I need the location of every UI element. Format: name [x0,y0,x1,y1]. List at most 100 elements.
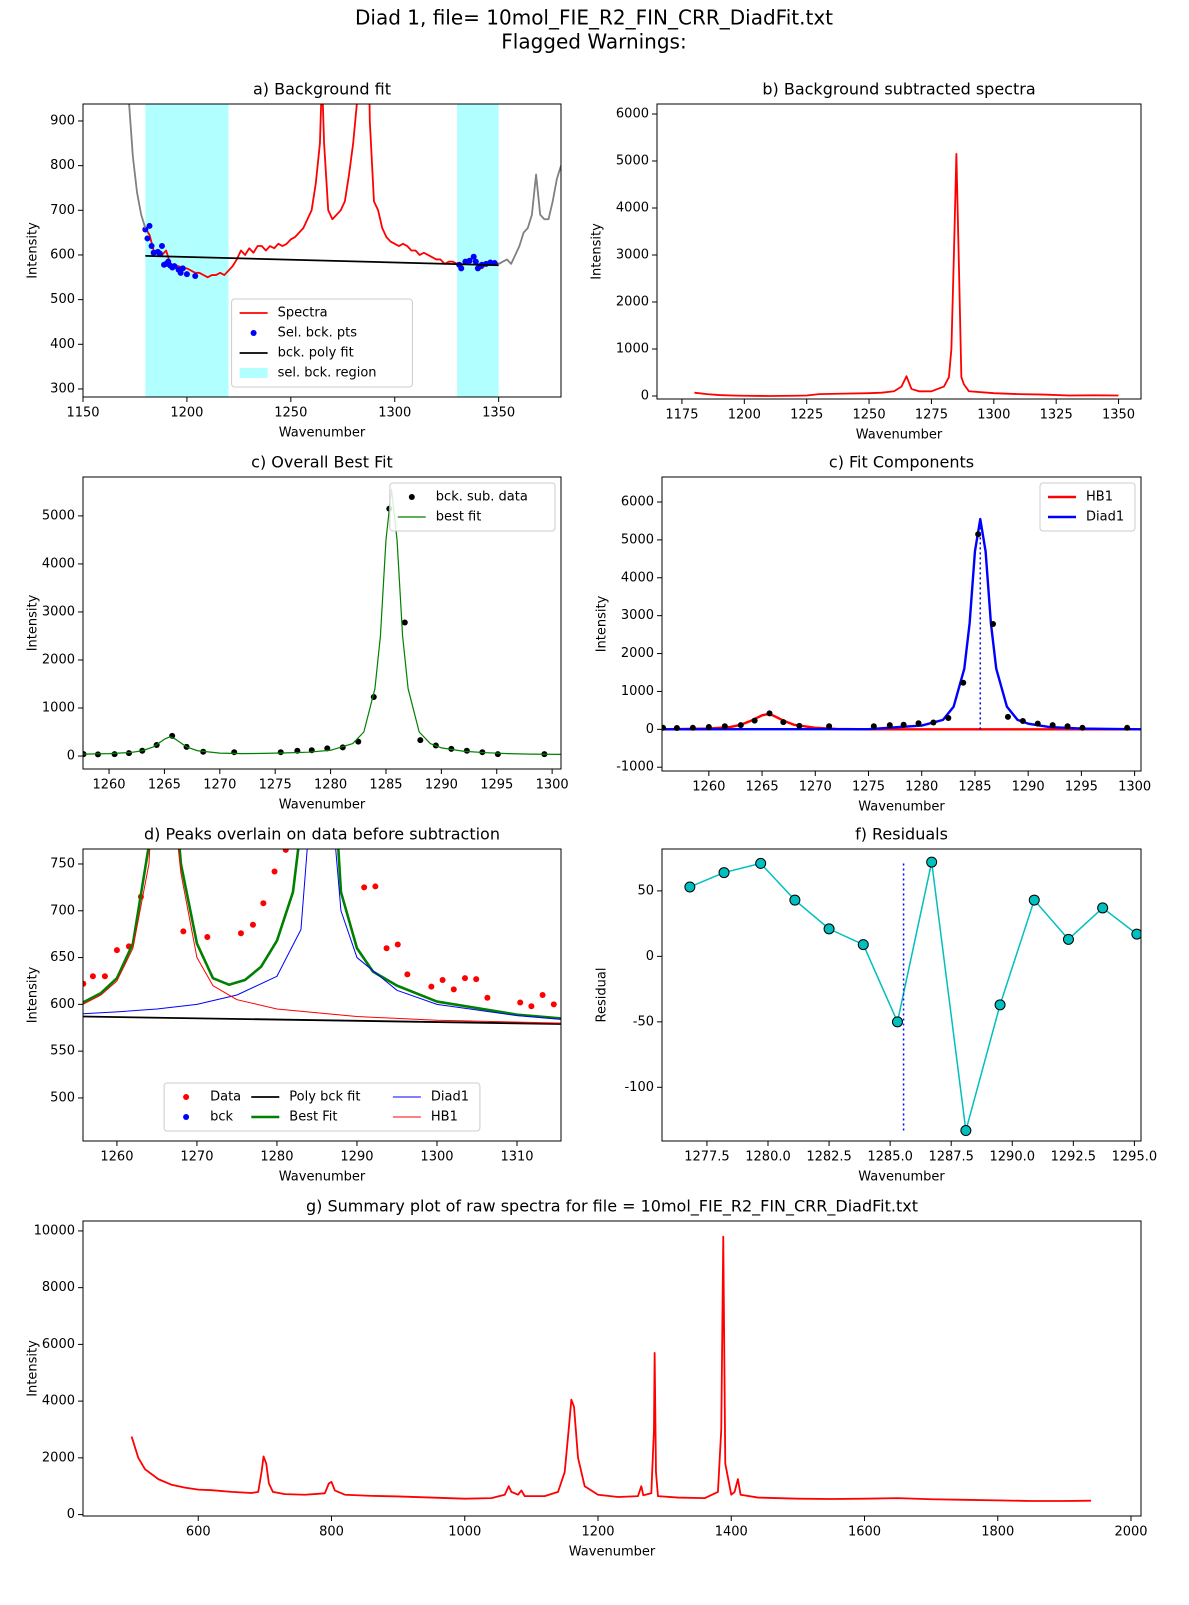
y-tick-label: 700 [50,903,75,918]
y-tick-label: 2000 [621,646,654,661]
x-tick-label: 1400 [715,1525,748,1540]
y-tick-label: 900 [50,113,75,128]
data-marker [994,999,1006,1011]
y-axis-label: Intensity [590,223,605,280]
data-line [83,1015,561,1025]
x-tick-label: 1275 [259,778,292,793]
data-point [662,724,667,731]
data-marker [755,857,767,869]
data-point [148,243,155,250]
x-tick-label: 1270 [799,780,832,795]
x-tick-label: 1200 [581,1525,614,1540]
data-point [156,250,163,257]
legend-box [163,1082,481,1132]
panel-title: c) Overall Best Fit [251,453,393,472]
data-point [142,226,149,233]
data-point [945,714,952,721]
y-axis-label: Residual [595,968,610,1023]
data-point [404,971,411,978]
data-point [260,900,267,907]
data-point [886,722,893,729]
y-axis-label: Intensity [26,222,41,279]
x-tick-label: 600 [186,1525,211,1540]
x-tick-label: 800 [319,1525,344,1540]
y-tick-label: -100 [624,1080,654,1095]
data-point [144,235,151,242]
legend-swatch [250,330,257,336]
data-marker [891,1016,903,1028]
x-tick-label: 1277.5 [684,1150,730,1165]
data-point [111,751,118,758]
x-tick-label: 1350 [1102,408,1135,423]
data-marker [1028,894,1040,906]
y-tick-label: -1000 [616,760,654,775]
y-tick-label: 650 [50,950,75,965]
x-tick-label: 1000 [448,1525,481,1540]
x-tick-label: 1295 [1065,780,1098,795]
data-point [796,722,803,729]
y-tick-label: 4000 [616,201,649,216]
data-point [237,930,244,937]
y-tick-label: 5000 [621,532,654,547]
panel-title: g) Summary plot of raw spectra for file … [306,1197,918,1217]
y-tick-label: 400 [50,337,75,352]
data-point [539,992,546,998]
data-point [277,749,284,756]
x-tick-label: 1285 [369,778,402,793]
y-tick-label: 4000 [42,1394,75,1409]
plot-area [694,153,1119,397]
legend-label: bck. poly fit [278,346,354,361]
y-tick-label: 4000 [621,570,654,585]
data-point [177,269,184,276]
y-tick-label: -50 [633,1014,654,1029]
panel-title: c) Fit Components [829,453,974,472]
x-tick-label: 1290 [425,778,458,793]
y-axis-label: Intensity [26,966,41,1023]
data-point [158,243,165,250]
data-point [721,723,728,730]
panel-title: f) Residuals [855,825,948,844]
data-point [282,849,289,853]
y-tick-label: 6000 [621,495,654,510]
y-tick-label: 1000 [616,341,649,356]
y-tick-label: 4000 [42,556,75,571]
x-tick-label: 1300 [536,778,569,793]
x-tick-label: 1325 [1040,408,1073,423]
data-marker [718,867,730,879]
x-tick-label: 1290.0 [990,1150,1036,1165]
y-tick-label: 0 [67,1507,75,1522]
data-marker [684,881,696,893]
x-tick-label: 1275 [915,408,948,423]
data-point [101,973,108,980]
x-tick-label: 1200 [728,408,761,423]
data-point [192,272,199,279]
y-tick-label: 3000 [616,248,649,263]
data-marker [1097,902,1109,914]
x-tick-label: 1280 [260,1150,293,1165]
data-point [204,933,211,940]
data-point [171,263,178,270]
y-tick-label: 3000 [621,608,654,623]
data-line [694,153,1119,397]
figure-title: Diad 1, file= 10mol_FIE_R2_FIN_CRR_DiadF… [355,6,833,30]
y-tick-label: 1000 [42,701,75,716]
data-point [458,265,465,272]
data-point [1079,724,1086,731]
data-point [705,724,712,731]
axes-frame [82,848,562,1142]
data-point [870,723,877,730]
x-tick-label: 1270 [180,1150,213,1165]
data-point [294,758,300,764]
data-marker [789,894,801,906]
data-marker [1131,928,1141,940]
x-axis-label: Wavenumber [569,1545,656,1560]
data-point [271,868,278,875]
plot-area [128,104,561,397]
x-tick-label: 1295 [480,778,513,793]
y-tick-label: 700 [50,203,75,218]
data-point [550,1001,557,1008]
data-point [249,921,256,928]
legend-label: bck. sub. data [436,490,528,505]
data-point [394,941,401,948]
data-point [463,747,470,754]
